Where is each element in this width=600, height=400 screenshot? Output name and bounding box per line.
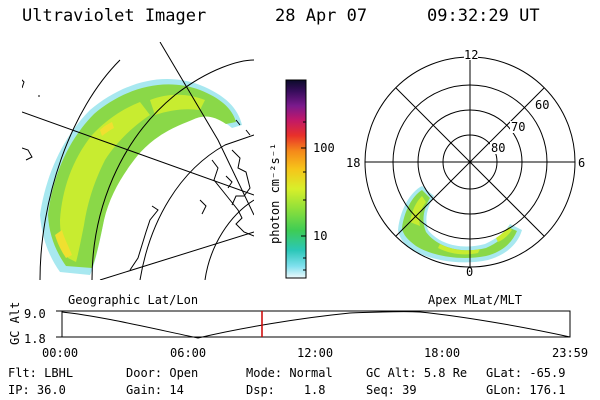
mlt-label-18: 18 (346, 156, 360, 170)
filter-label: Flt: (8, 366, 37, 380)
glon-label: GLon: (486, 383, 523, 397)
glat-label: GLat: (486, 366, 523, 380)
seq-info: Seq: 39 (366, 383, 417, 397)
altitude-plot: GC Alt 9.0 1.8 (8, 302, 571, 346)
glat-value: -65.9 (529, 366, 566, 380)
gcalt-info: GC Alt: 5.8 Re (366, 366, 467, 380)
polar-map: 12 18 6 0 60 70 80 (346, 48, 585, 279)
door-info: Door: Open (126, 366, 198, 380)
gain-value: 14 (169, 383, 184, 397)
filter-value: LBHL (44, 366, 74, 380)
ip-info: IP: 36.0 (8, 383, 66, 397)
mlt-label-6: 6 (578, 156, 585, 170)
colorbar-tick-100: 100 (313, 141, 335, 155)
geo-coastlines (22, 79, 254, 271)
glon-value: 176.1 (529, 383, 566, 397)
mode-label: Mode: (246, 366, 283, 380)
colorbar: 100 10 photon cm⁻²s⁻¹ (268, 79, 335, 279)
altitude-curve (61, 311, 571, 339)
glat-info: GLat: -65.9 (486, 366, 565, 380)
seq-value: 39 (402, 383, 417, 397)
dsp-label: Dsp: (246, 383, 275, 397)
mlt-label-0: 0 (466, 265, 473, 279)
lat-label-70: 70 (511, 120, 525, 134)
dsp-value: 1.8 (303, 383, 326, 397)
xtick-0600: 06:00 (170, 346, 207, 360)
geo-grid-lines (22, 42, 254, 280)
ip-label: IP: (8, 383, 30, 397)
mode-info: Mode: Normal (246, 366, 333, 380)
geo-map-label: Geographic Lat/Lon (68, 293, 199, 307)
glon-info: GLon: 176.1 (486, 383, 565, 397)
gcalt-value: 5.8 Re (423, 366, 468, 380)
mode-value: Normal (289, 366, 333, 380)
xtick-2359: 23:59 (552, 346, 589, 360)
door-label: Door: (126, 366, 163, 380)
polar-grid (364, 56, 576, 268)
polar-aurora (398, 186, 522, 263)
geographic-map (22, 42, 254, 280)
seq-label: Seq: (366, 383, 395, 397)
gain-info: Gain: 14 (126, 383, 184, 397)
time-label: 09:32:29 UT (427, 6, 540, 26)
altitude-ylabel: GC Alt (8, 302, 22, 345)
altitude-ytick-high: 9.0 (24, 307, 46, 321)
xtick-1800: 18:00 (424, 346, 461, 360)
xtick-1200: 12:00 (297, 346, 334, 360)
ip-value: 36.0 (36, 383, 66, 397)
polar-map-label: Apex MLat/MLT (428, 293, 522, 307)
filter-info: Flt: LBHL (8, 366, 73, 380)
lat-label-80: 80 (491, 141, 505, 155)
door-value: Open (169, 366, 199, 380)
xtick-0000: 00:00 (42, 346, 79, 360)
date-label: 28 Apr 07 (275, 6, 368, 26)
lat-label-60: 60 (535, 98, 549, 112)
colorbar-tick-10: 10 (313, 229, 327, 243)
colorbar-label: photon cm⁻²s⁻¹ (268, 143, 282, 244)
mlt-label-12: 12 (464, 48, 478, 62)
dsp-info: Dsp: 1.8 (246, 383, 326, 397)
gain-label: Gain: (126, 383, 163, 397)
geo-aurora (40, 79, 242, 275)
app-title: Ultraviolet Imager (22, 6, 207, 26)
gcalt-label: GC Alt: (366, 366, 417, 380)
altitude-ytick-low: 1.8 (24, 332, 46, 346)
